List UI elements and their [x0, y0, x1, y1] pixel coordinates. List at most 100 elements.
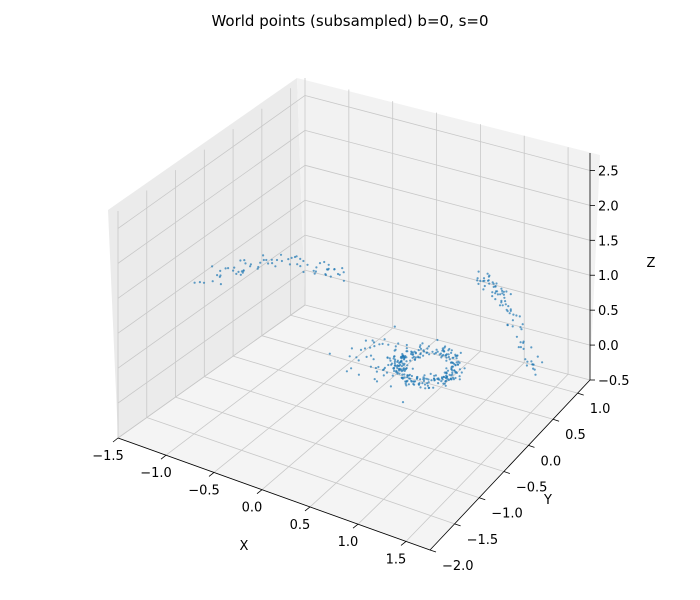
data-point — [442, 382, 445, 385]
data-point — [393, 362, 396, 365]
data-point — [459, 351, 462, 354]
data-point — [262, 258, 265, 262]
grid-line-x — [309, 350, 481, 508]
data-point — [515, 314, 518, 317]
data-point — [411, 356, 414, 359]
grid-line-z — [304, 199, 591, 276]
data-point — [531, 363, 534, 366]
data-point — [412, 353, 415, 356]
data-point — [419, 344, 422, 347]
data-point — [313, 272, 316, 275]
grid-line-x — [165, 316, 350, 456]
z-tick-label: 1.5 — [598, 234, 619, 249]
data-point — [460, 371, 463, 374]
data-point — [288, 263, 291, 266]
data-point — [519, 341, 522, 344]
data-point — [463, 367, 466, 370]
data-point — [491, 295, 494, 298]
data-point — [450, 367, 453, 370]
data-point — [396, 364, 399, 367]
data-point — [280, 259, 283, 263]
data-point — [202, 281, 206, 284]
y-tick-mark — [479, 497, 486, 501]
data-point — [517, 346, 520, 349]
data-point — [417, 382, 420, 386]
data-point — [375, 370, 378, 373]
y-tick-label: 0.0 — [540, 454, 561, 469]
data-point — [432, 386, 435, 389]
data-point — [500, 287, 503, 290]
data-point — [512, 313, 515, 316]
y-tick-mark — [429, 549, 437, 553]
data-point — [445, 359, 448, 362]
data-point — [525, 364, 529, 367]
data-point — [323, 260, 326, 264]
data-point — [314, 270, 317, 273]
data-point — [448, 373, 451, 376]
data-point — [501, 292, 504, 295]
data-point — [405, 343, 408, 347]
data-point — [394, 348, 397, 351]
data-point — [447, 355, 450, 359]
data-point — [239, 273, 242, 276]
axes-panes — [108, 78, 600, 550]
grid-line-z — [304, 234, 591, 311]
grid-line-z — [117, 234, 306, 369]
data-point — [454, 376, 457, 380]
grid-line-z — [117, 164, 306, 299]
data-point — [426, 347, 429, 350]
data-point — [405, 347, 408, 350]
data-point — [486, 272, 489, 275]
data-point — [508, 312, 511, 315]
y-tick-label: −0.5 — [516, 481, 548, 496]
data-point — [511, 325, 514, 328]
data-point — [369, 346, 372, 349]
data-point — [450, 351, 453, 354]
data-point — [521, 323, 524, 326]
data-point — [441, 347, 444, 350]
data-point — [388, 357, 391, 360]
x-axis-ticks: −1.5 −1.0 −0.5 0.0 0.5 1.0 1.5 — [92, 437, 406, 567]
data-point — [396, 372, 399, 375]
data-point — [405, 367, 408, 370]
data-point — [363, 347, 367, 350]
data-point — [449, 377, 452, 380]
data-point — [451, 365, 454, 368]
grid-line-y — [232, 355, 529, 446]
data-point — [389, 385, 392, 388]
x-tick-mark — [304, 506, 311, 512]
data-point — [505, 290, 508, 293]
data-point — [477, 282, 480, 285]
data-point — [498, 304, 502, 307]
data-point — [400, 355, 404, 358]
data-point — [393, 366, 396, 369]
data-point — [509, 309, 512, 312]
data-point — [275, 258, 279, 262]
data-point — [454, 364, 457, 367]
grid-line-x — [213, 327, 393, 473]
data-point — [483, 284, 486, 288]
data-point — [534, 373, 537, 376]
data-point — [405, 350, 408, 353]
data-point — [530, 346, 533, 349]
data-point — [211, 280, 214, 283]
data-point — [515, 335, 519, 338]
data-point — [502, 290, 505, 293]
data-point — [433, 352, 436, 355]
data-point — [429, 372, 432, 375]
data-point — [326, 268, 329, 271]
data-point — [401, 377, 404, 380]
data-point — [315, 266, 318, 269]
data-point — [249, 265, 252, 268]
data-point — [299, 257, 302, 260]
data-point — [488, 274, 491, 277]
data-point — [530, 360, 533, 363]
data-point — [450, 349, 453, 352]
data-point — [446, 369, 450, 372]
data-point — [405, 356, 408, 359]
data-point — [401, 401, 405, 404]
y-tick-label: −1.5 — [467, 533, 499, 548]
x-tick-label: −1.5 — [92, 449, 124, 464]
data-point — [414, 356, 417, 359]
